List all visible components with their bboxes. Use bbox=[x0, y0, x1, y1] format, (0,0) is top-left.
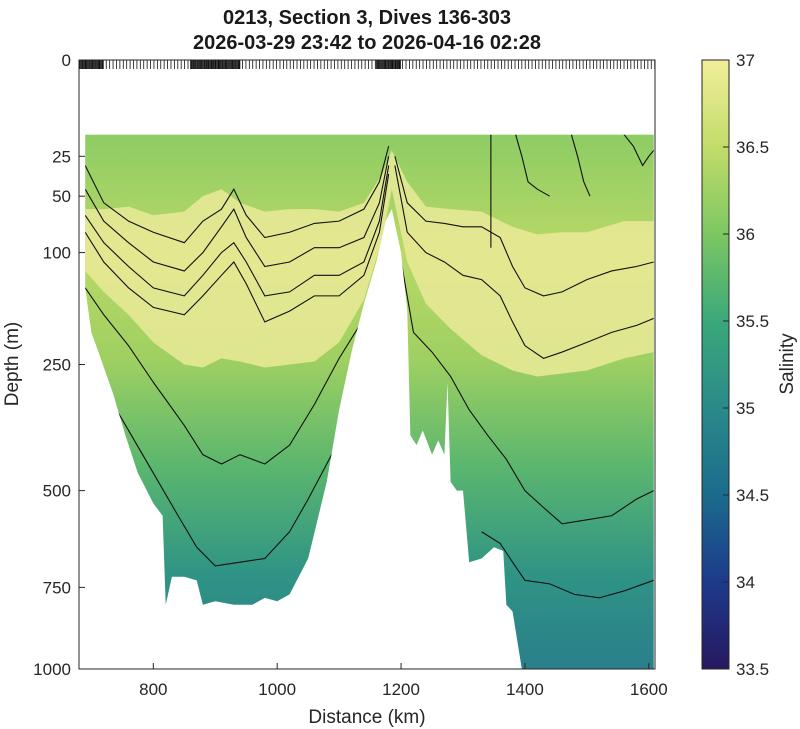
y-tick-label: 50 bbox=[52, 187, 71, 206]
contour-line-4 bbox=[85, 261, 380, 465]
colorbar-tick-label: 33.5 bbox=[736, 660, 769, 679]
colorbar-tick-label: 35.5 bbox=[736, 312, 769, 331]
salinity-field bbox=[85, 134, 654, 669]
contour-lines bbox=[85, 134, 654, 599]
colorbar: 33.5 34 34.5 35 35.5 36 36.5 37 Salinity bbox=[701, 51, 798, 679]
colorbar-label: Salinity bbox=[777, 333, 798, 395]
colorbar-tick-label: 36 bbox=[736, 225, 755, 244]
chart-title-line-1: 0213, Section 3, Dives 136-303 bbox=[223, 7, 511, 29]
x-tick-label: 1000 bbox=[258, 680, 296, 699]
contour-line-9 bbox=[481, 531, 654, 599]
contour-line-6 bbox=[394, 156, 654, 297]
contour-line-11 bbox=[515, 134, 550, 197]
contour-line-8 bbox=[397, 242, 654, 525]
contour-line-12 bbox=[570, 134, 591, 197]
colorbar-tick-label: 35 bbox=[736, 399, 755, 418]
colorbar-tick-label: 34 bbox=[736, 573, 755, 592]
y-tick-label: 500 bbox=[43, 482, 71, 501]
x-tick-label: 1600 bbox=[630, 680, 668, 699]
chart-title-line-2: 2026-03-29 23:42 to 2026-04-16 02:28 bbox=[193, 32, 541, 54]
colorbar-ticks: 33.5 34 34.5 35 35.5 36 36.5 37 bbox=[723, 51, 769, 679]
colorbar-gradient bbox=[701, 59, 730, 670]
contour-line-13 bbox=[623, 134, 654, 167]
colorbar-tick-label: 34.5 bbox=[736, 486, 769, 505]
contour-line-2 bbox=[85, 165, 390, 297]
contour-line-0 bbox=[85, 145, 390, 244]
contour-line-1 bbox=[85, 156, 390, 272]
contour-line-3 bbox=[85, 173, 390, 323]
y-tick-label: 100 bbox=[43, 244, 71, 263]
x-axis-label: Distance (km) bbox=[308, 707, 425, 728]
contour-line-5 bbox=[87, 351, 340, 567]
y-tick-label: 750 bbox=[43, 578, 71, 597]
y-tick-label: 0 bbox=[62, 51, 71, 70]
x-tick-label: 800 bbox=[139, 680, 167, 699]
y-tick-label: 250 bbox=[43, 356, 71, 375]
y-tick-label: 1000 bbox=[33, 660, 71, 679]
dive-position-marks bbox=[79, 60, 655, 69]
contour-line-7 bbox=[394, 165, 654, 359]
plot-area bbox=[79, 60, 655, 669]
y-axis-ticks: 0 25 50 100 250 500 750 1000 bbox=[33, 51, 85, 679]
y-axis-label: Depth (m) bbox=[2, 322, 23, 406]
x-tick-label: 1200 bbox=[382, 680, 420, 699]
x-tick-label: 1400 bbox=[506, 680, 544, 699]
colorbar-tick-label: 37 bbox=[736, 51, 755, 70]
x-axis-ticks: 800 1000 1200 1400 1600 bbox=[139, 663, 668, 699]
y-tick-label: 25 bbox=[52, 147, 71, 166]
colorbar-tick-label: 36.5 bbox=[736, 138, 769, 157]
